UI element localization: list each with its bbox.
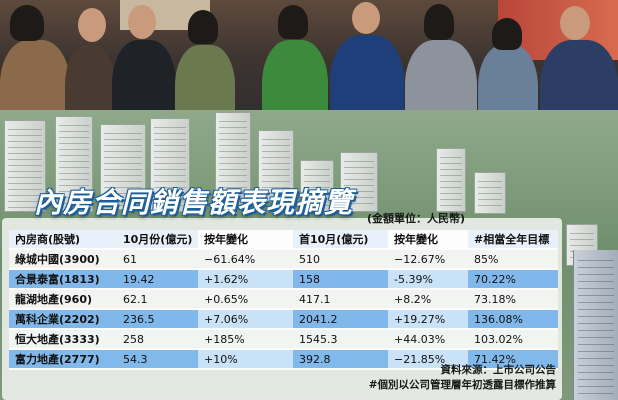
cell-oct-sales: 19.42 — [117, 269, 198, 290]
visitor-head — [10, 5, 44, 41]
cell-oct-sales: 61 — [117, 249, 198, 270]
cell-ytd-sales: 392.8 — [293, 349, 388, 370]
header-oct-yoy: 按年變化 — [198, 230, 293, 250]
header-ytd-yoy: 按年變化 — [388, 230, 468, 250]
cell-oct-yoy: +0.65% — [198, 289, 293, 310]
cell-target-ratio: 70.22% — [468, 269, 558, 290]
unit-note: (金額單位：人民幣) — [367, 212, 466, 225]
model-building — [300, 160, 334, 212]
cell-ytd-sales: 510 — [293, 249, 388, 270]
source-note: 資料來源：上市公司公告 — [440, 364, 557, 376]
header-oct-sales: 10月份(億元) — [117, 230, 198, 250]
cell-ytd-sales: 1545.3 — [293, 329, 388, 350]
model-tower — [573, 250, 618, 400]
cell-developer: 恒大地產(3333) — [9, 329, 117, 350]
header-developer: 內房商(股號) — [9, 230, 117, 250]
cell-ytd-yoy: +44.03% — [388, 329, 468, 350]
table-row: 富力地產(2777) 54.3 +10% 392.8 −21.85% 71.42… — [9, 349, 558, 370]
cell-oct-yoy: +7.06% — [198, 309, 293, 330]
cell-ytd-yoy: −12.67% — [388, 249, 468, 270]
cell-target-ratio: 103.02% — [468, 329, 558, 350]
page-title: 內房合同銷售額表現摘覽 — [34, 186, 354, 219]
header-ytd-sales: 首10月(億元) — [293, 230, 388, 250]
cell-oct-sales: 236.5 — [117, 309, 198, 330]
cell-target-ratio: 85% — [468, 249, 558, 270]
cell-oct-yoy: −61.64% — [198, 249, 293, 270]
visitor-head — [424, 4, 454, 40]
cell-ytd-yoy: −21.85% — [388, 349, 468, 370]
model-building — [55, 116, 93, 212]
cell-ytd-yoy: -5.39% — [388, 269, 468, 290]
cell-developer: 龍湖地產(960) — [9, 289, 117, 310]
cell-developer: 富力地產(2777) — [9, 349, 117, 370]
visitor-head — [560, 6, 590, 40]
cell-oct-sales: 54.3 — [117, 349, 198, 370]
cell-oct-sales: 258 — [117, 329, 198, 350]
cell-developer: 合景泰富(1813) — [9, 269, 117, 290]
cell-target-ratio: 73.18% — [468, 289, 558, 310]
model-building — [258, 130, 294, 202]
model-building — [215, 112, 251, 206]
model-building — [150, 118, 190, 212]
visitor-head — [492, 18, 522, 50]
cell-oct-yoy: +185% — [198, 329, 293, 350]
visitor-head — [78, 8, 106, 42]
sales-table: 內房商(股號) 10月份(億元) 按年變化 首10月(億元) 按年變化 #相當全… — [9, 230, 558, 370]
cell-oct-yoy: +1.62% — [198, 269, 293, 290]
header-target-ratio: #相當全年目標 — [468, 230, 558, 250]
cell-developer: 萬科企業(2202) — [9, 309, 117, 330]
visitor-head — [352, 2, 380, 34]
table-row: 龍湖地產(960) 62.1 +0.65% 417.1 +8.2% 73.18% — [9, 289, 558, 310]
cell-developer: 綠城中國(3900) — [9, 249, 117, 270]
visitor-head — [278, 5, 308, 39]
table-row: 恒大地產(3333) 258 +185% 1545.3 +44.03% 103.… — [9, 329, 558, 350]
cell-ytd-yoy: +19.27% — [388, 309, 468, 330]
model-building — [4, 120, 46, 212]
visitor-head — [188, 10, 218, 44]
table-row: 萬科企業(2202) 236.5 +7.06% 2041.2 +19.27% 1… — [9, 309, 558, 330]
cell-oct-sales: 62.1 — [117, 289, 198, 310]
visitor-head — [128, 5, 156, 39]
cell-oct-yoy: +10% — [198, 349, 293, 370]
table-header-row: 內房商(股號) 10月份(億元) 按年變化 首10月(億元) 按年變化 #相當全… — [9, 230, 558, 250]
cell-target-ratio: 71.42% — [468, 349, 558, 370]
footnote: #個別以公司管理層年初透露目標作推算 — [368, 379, 556, 391]
model-building — [474, 172, 506, 214]
model-building — [340, 152, 378, 212]
model-building — [100, 124, 146, 210]
cell-target-ratio: 136.08% — [468, 309, 558, 330]
cell-ytd-sales: 158 — [293, 269, 388, 290]
table-row: 合景泰富(1813) 19.42 +1.62% 158 -5.39% 70.22… — [9, 269, 558, 290]
table-row: 綠城中國(3900) 61 −61.64% 510 −12.67% 85% — [9, 249, 558, 270]
cell-ytd-sales: 2041.2 — [293, 309, 388, 330]
cell-ytd-yoy: +8.2% — [388, 289, 468, 310]
cell-ytd-sales: 417.1 — [293, 289, 388, 310]
model-building — [436, 148, 466, 212]
